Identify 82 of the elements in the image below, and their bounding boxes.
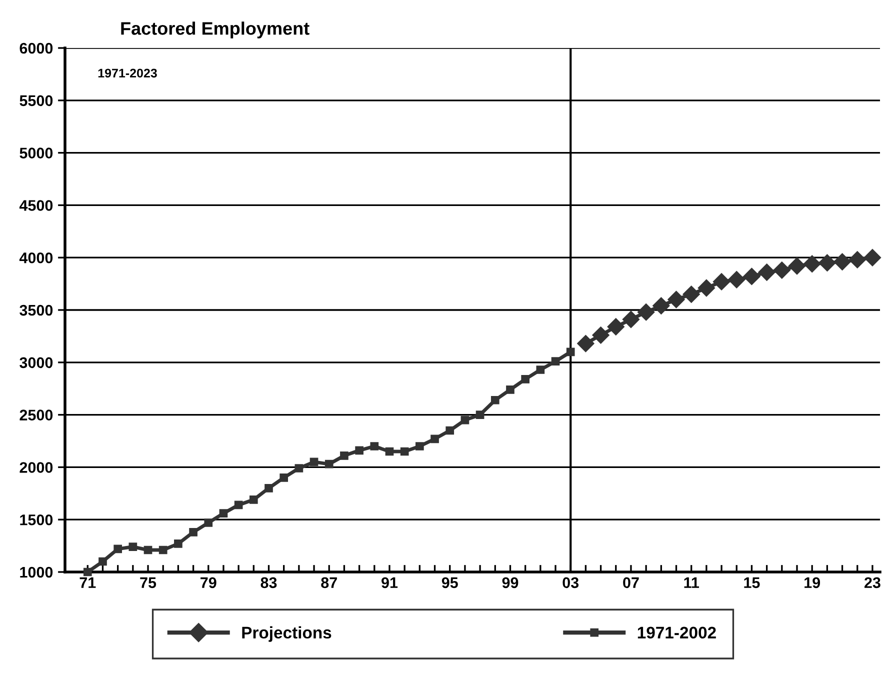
point [712,273,730,290]
x-tick-label: 03 [562,577,579,588]
y-tick-label: 2500 [20,410,53,420]
point [174,540,182,548]
y-tick-label: 3500 [20,304,53,316]
point [189,528,198,536]
point [818,254,836,272]
point [682,286,700,303]
x-tick-label: 91 [382,577,398,588]
point [652,297,670,314]
point [280,474,288,482]
x-tick-label: 71 [80,577,96,588]
x-tick-label: 19 [804,577,820,588]
point [638,304,655,321]
legend-label: Projections [242,626,332,642]
x-tick-label: 79 [200,577,216,588]
x-tick-label: 95 [442,577,458,588]
point [83,568,92,576]
point [385,447,394,456]
point [310,458,318,466]
point [430,434,439,444]
point [668,290,685,308]
y-tick-label: 2000 [20,462,53,473]
point [370,442,379,450]
y-tick-label: 3000 [20,357,53,368]
x-tick-label: 23 [864,577,880,588]
point [728,271,746,288]
point [114,544,122,554]
point [758,264,776,281]
point [506,385,514,394]
point [204,518,213,527]
point [551,357,560,366]
y-tick-label: 5500 [20,95,53,106]
y-tick-label: 4000 [19,252,53,264]
point [788,257,806,275]
x-tick-label: 87 [321,577,337,588]
point [577,334,594,352]
point [743,268,760,286]
point [460,416,470,424]
x-tick-label: 83 [260,577,277,588]
x-tick-label: 99 [502,577,518,588]
point [773,262,790,279]
point [521,375,530,384]
point [340,452,348,460]
x-tick-label: 15 [744,577,760,588]
x-tick-label: 07 [623,577,639,588]
point [98,557,107,566]
point [698,279,715,297]
point [219,509,228,518]
point [622,310,640,328]
y-tick-label: 4500 [19,200,53,211]
point [476,410,484,419]
point [566,348,575,356]
legend-label: 1971-2002 [638,626,716,639]
point [249,496,258,504]
point [144,546,152,554]
point [416,442,424,450]
point [848,251,866,268]
y-tick-label: 5000 [20,148,53,158]
x-tick-label: 11 [684,577,699,588]
y-tick-label: 6000 [20,42,53,54]
point [804,255,821,272]
point [355,446,364,455]
point [536,366,545,374]
point [592,326,610,344]
point [490,396,500,404]
point [864,249,882,266]
point [834,253,851,270]
chart-title: Factored Employment [121,22,310,38]
annotation: 1971-2023 [98,68,157,78]
point [234,500,243,510]
y-tick-label: 1500 [20,514,53,526]
point [400,447,409,456]
point [158,546,168,554]
point [294,464,304,472]
point [264,484,273,492]
x-tick-label: 75 [140,577,156,588]
point [324,460,334,468]
point [446,426,454,435]
point [128,542,138,552]
point [607,318,624,336]
y-tick-label: 1000 [20,566,53,578]
